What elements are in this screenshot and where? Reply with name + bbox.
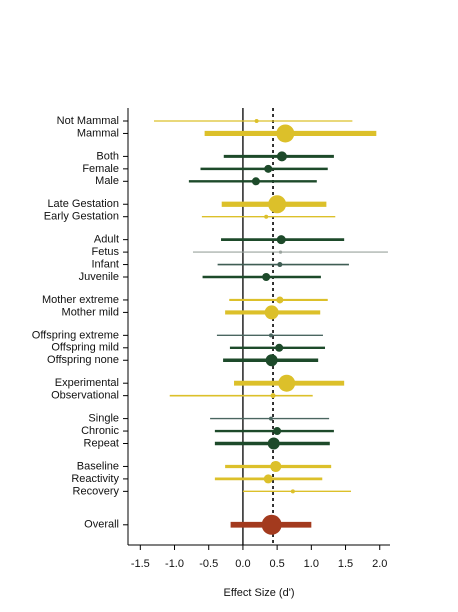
y-tick-label: Reactivity	[71, 473, 119, 485]
estimate-point	[277, 262, 283, 268]
estimate-point	[264, 164, 273, 173]
estimate-point	[278, 374, 296, 392]
y-tick-label: Male	[95, 175, 119, 187]
x-tick-label: -1.5	[131, 558, 150, 570]
y-tick-label: Offspring none	[47, 354, 119, 366]
y-tick-label: Infant	[91, 258, 119, 270]
y-tick-label: Both	[96, 150, 119, 162]
y-tick-label: Chronic	[81, 425, 119, 437]
estimate-point	[276, 151, 287, 162]
estimate-point	[290, 489, 295, 494]
estimate-point	[276, 296, 284, 304]
y-tick-label: Baseline	[77, 460, 119, 472]
y-tick-label: Female	[82, 163, 119, 175]
x-tick-label: 0.0	[235, 558, 250, 570]
x-tick-label: 0.5	[269, 558, 284, 570]
y-tick-label: Experimental	[55, 377, 119, 389]
y-tick-label: Mother extreme	[42, 294, 119, 306]
estimate-point	[276, 235, 286, 245]
estimate-point	[276, 124, 295, 143]
estimate-point	[268, 416, 273, 421]
estimate-point	[263, 474, 273, 484]
x-tick-label: -1.0	[165, 558, 184, 570]
estimate-point	[264, 305, 279, 320]
y-tick-label: Not Mammal	[57, 115, 119, 127]
estimate-point	[261, 514, 282, 535]
estimate-point	[275, 343, 284, 352]
estimate-point	[262, 273, 271, 281]
estimate-point	[264, 214, 269, 219]
estimate-point	[270, 460, 282, 472]
y-tick-label: Overall	[84, 519, 119, 531]
y-tick-label: Offspring extreme	[32, 329, 119, 341]
estimate-point	[251, 177, 260, 186]
estimate-point	[265, 354, 278, 367]
x-axis-label: Effect Size (d')	[224, 587, 295, 599]
estimate-point	[268, 195, 287, 214]
y-tick-label: Observational	[51, 390, 119, 402]
estimate-point	[273, 427, 282, 436]
y-tick-label: Juvenile	[79, 271, 119, 283]
estimate-point	[270, 393, 276, 399]
y-tick-label: Late Gestation	[47, 198, 119, 210]
estimate-point	[267, 437, 280, 450]
y-tick-label: Adult	[94, 234, 119, 246]
estimate-point	[268, 333, 273, 338]
y-tick-label: Early Gestation	[44, 211, 119, 223]
estimate-point	[254, 119, 259, 123]
x-tick-label: -0.5	[199, 558, 218, 570]
y-tick-label: Mother mild	[62, 306, 119, 318]
x-tick-label: 1.0	[304, 558, 319, 570]
x-tick-label: 1.5	[338, 558, 353, 570]
x-tick-label: 2.0	[372, 558, 387, 570]
y-tick-label: Repeat	[84, 437, 119, 449]
y-tick-label: Fetus	[91, 246, 119, 258]
y-tick-label: Recovery	[73, 485, 120, 497]
y-tick-label: Single	[88, 413, 119, 425]
y-tick-label: Mammal	[77, 127, 119, 139]
estimate-point	[278, 250, 283, 254]
y-tick-label: Offspring mild	[51, 342, 119, 354]
